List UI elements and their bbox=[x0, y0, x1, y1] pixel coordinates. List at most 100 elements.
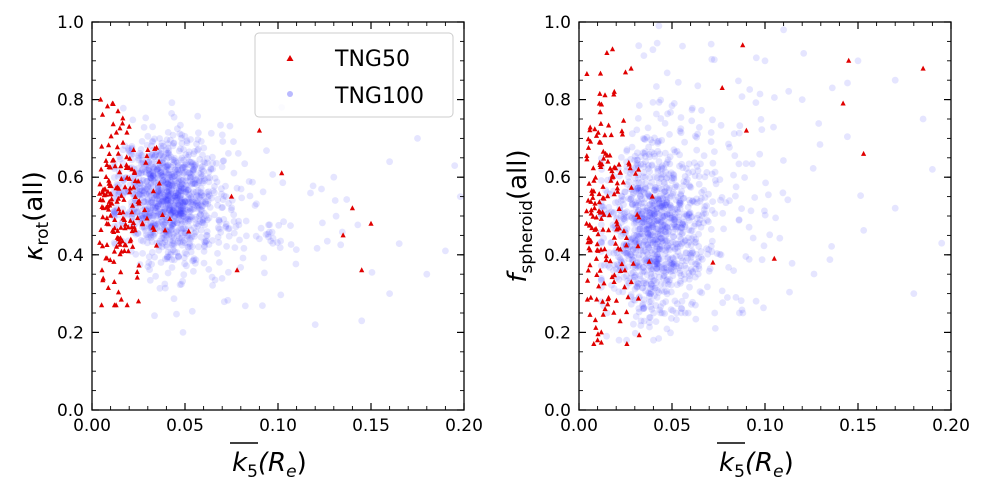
tng100-point bbox=[653, 260, 661, 268]
tng100-point bbox=[633, 156, 641, 164]
tng100-point bbox=[672, 181, 680, 189]
tng100-point bbox=[171, 208, 179, 216]
tng50-point bbox=[104, 162, 110, 167]
tng100-point bbox=[169, 205, 177, 213]
tng100-point bbox=[169, 206, 176, 214]
tng100-point bbox=[150, 164, 158, 172]
tng100-point bbox=[643, 226, 650, 233]
tng100-point bbox=[670, 233, 677, 240]
tng100-point bbox=[694, 258, 702, 266]
tng100-point bbox=[187, 171, 195, 178]
tng100-point bbox=[199, 179, 207, 187]
tng100-point bbox=[145, 164, 153, 172]
tng100-point bbox=[686, 210, 693, 218]
tng100-point bbox=[154, 202, 162, 210]
tng50-point bbox=[124, 302, 130, 308]
tng100-point bbox=[666, 160, 674, 168]
tng100-point bbox=[172, 182, 180, 190]
tng100-point bbox=[638, 210, 646, 218]
tng100-point bbox=[653, 110, 660, 118]
tng100-point bbox=[137, 160, 145, 167]
tng50-point bbox=[156, 158, 162, 164]
tng100-point bbox=[162, 162, 170, 170]
tng100-point bbox=[667, 261, 675, 269]
tng50-point bbox=[118, 296, 124, 302]
tng100-point bbox=[170, 207, 178, 214]
tng100-point bbox=[174, 191, 182, 199]
y-tick-label: 1.0 bbox=[57, 13, 84, 33]
tng100-point bbox=[668, 177, 675, 185]
tng100-point bbox=[172, 189, 180, 197]
tng100-point bbox=[185, 151, 193, 159]
tng100-point bbox=[183, 137, 191, 145]
tng100-point bbox=[658, 235, 665, 242]
tng100-point bbox=[242, 217, 250, 225]
tng100-point bbox=[698, 189, 705, 196]
tng100-point bbox=[207, 129, 215, 137]
tng100-point bbox=[176, 281, 184, 289]
tng100-point bbox=[197, 206, 205, 214]
tng100-point bbox=[137, 215, 145, 223]
tng50-point bbox=[124, 174, 130, 180]
tng100-point bbox=[179, 329, 187, 336]
tng100-point bbox=[209, 282, 217, 289]
tng100-point bbox=[230, 218, 238, 225]
tng100-point bbox=[640, 169, 648, 177]
tng100-point bbox=[659, 246, 666, 254]
tng100-point bbox=[640, 214, 648, 222]
tng100-point bbox=[663, 184, 670, 192]
tng100-point bbox=[647, 230, 654, 238]
tng100-point bbox=[701, 173, 709, 181]
tng50-point bbox=[596, 283, 602, 289]
tng50-point bbox=[587, 247, 593, 253]
tng50-point bbox=[614, 218, 620, 224]
tng100-point bbox=[673, 262, 680, 270]
left-ylabel-sub: rot bbox=[33, 221, 53, 245]
tng100-point bbox=[205, 191, 213, 198]
tng100-point bbox=[160, 220, 167, 228]
tng100-point bbox=[745, 256, 753, 263]
tng50-point bbox=[131, 184, 137, 190]
tng100-point bbox=[639, 305, 647, 313]
tng100-point bbox=[646, 314, 653, 321]
tng50-point bbox=[159, 212, 166, 217]
tng100-point bbox=[204, 197, 212, 205]
tng100-point bbox=[151, 153, 158, 161]
tng100-point bbox=[711, 325, 719, 332]
tng100-point bbox=[168, 196, 176, 204]
tng100-point bbox=[756, 150, 764, 158]
tng100-point bbox=[635, 251, 643, 259]
tng100-point bbox=[198, 191, 206, 199]
tng100-point bbox=[639, 284, 647, 292]
tng100-point bbox=[150, 219, 158, 227]
svg-text:k5(Re): k5(Re) bbox=[232, 448, 307, 482]
tng100-point bbox=[636, 263, 643, 270]
tng100-point bbox=[143, 177, 151, 185]
tng100-point bbox=[146, 266, 154, 273]
tng100-point bbox=[162, 242, 170, 249]
x-tick-label: 0.05 bbox=[166, 416, 204, 436]
tng100-point bbox=[110, 210, 118, 218]
tng100-point bbox=[181, 225, 189, 233]
tng50-point bbox=[111, 302, 118, 308]
tng100-point bbox=[635, 280, 642, 288]
tng100-point bbox=[654, 265, 661, 272]
tng100-point bbox=[164, 176, 172, 184]
tng100-point bbox=[172, 210, 180, 217]
tng100-point bbox=[656, 245, 664, 253]
tng50-point bbox=[585, 136, 591, 142]
tng50-point bbox=[600, 209, 606, 215]
tng100-point bbox=[197, 189, 205, 197]
tng100-point bbox=[631, 152, 639, 160]
tng50-point bbox=[585, 277, 591, 283]
tng100-point bbox=[663, 199, 670, 207]
tng100-point bbox=[174, 232, 181, 240]
tng100-point bbox=[161, 205, 169, 213]
tng100-point bbox=[610, 267, 617, 274]
tng100-point bbox=[161, 181, 169, 189]
tng100-point bbox=[676, 228, 684, 236]
tng100-point bbox=[150, 178, 158, 185]
tng100-point bbox=[633, 282, 641, 290]
tng50-point bbox=[616, 161, 622, 167]
tng100-point bbox=[651, 212, 659, 219]
